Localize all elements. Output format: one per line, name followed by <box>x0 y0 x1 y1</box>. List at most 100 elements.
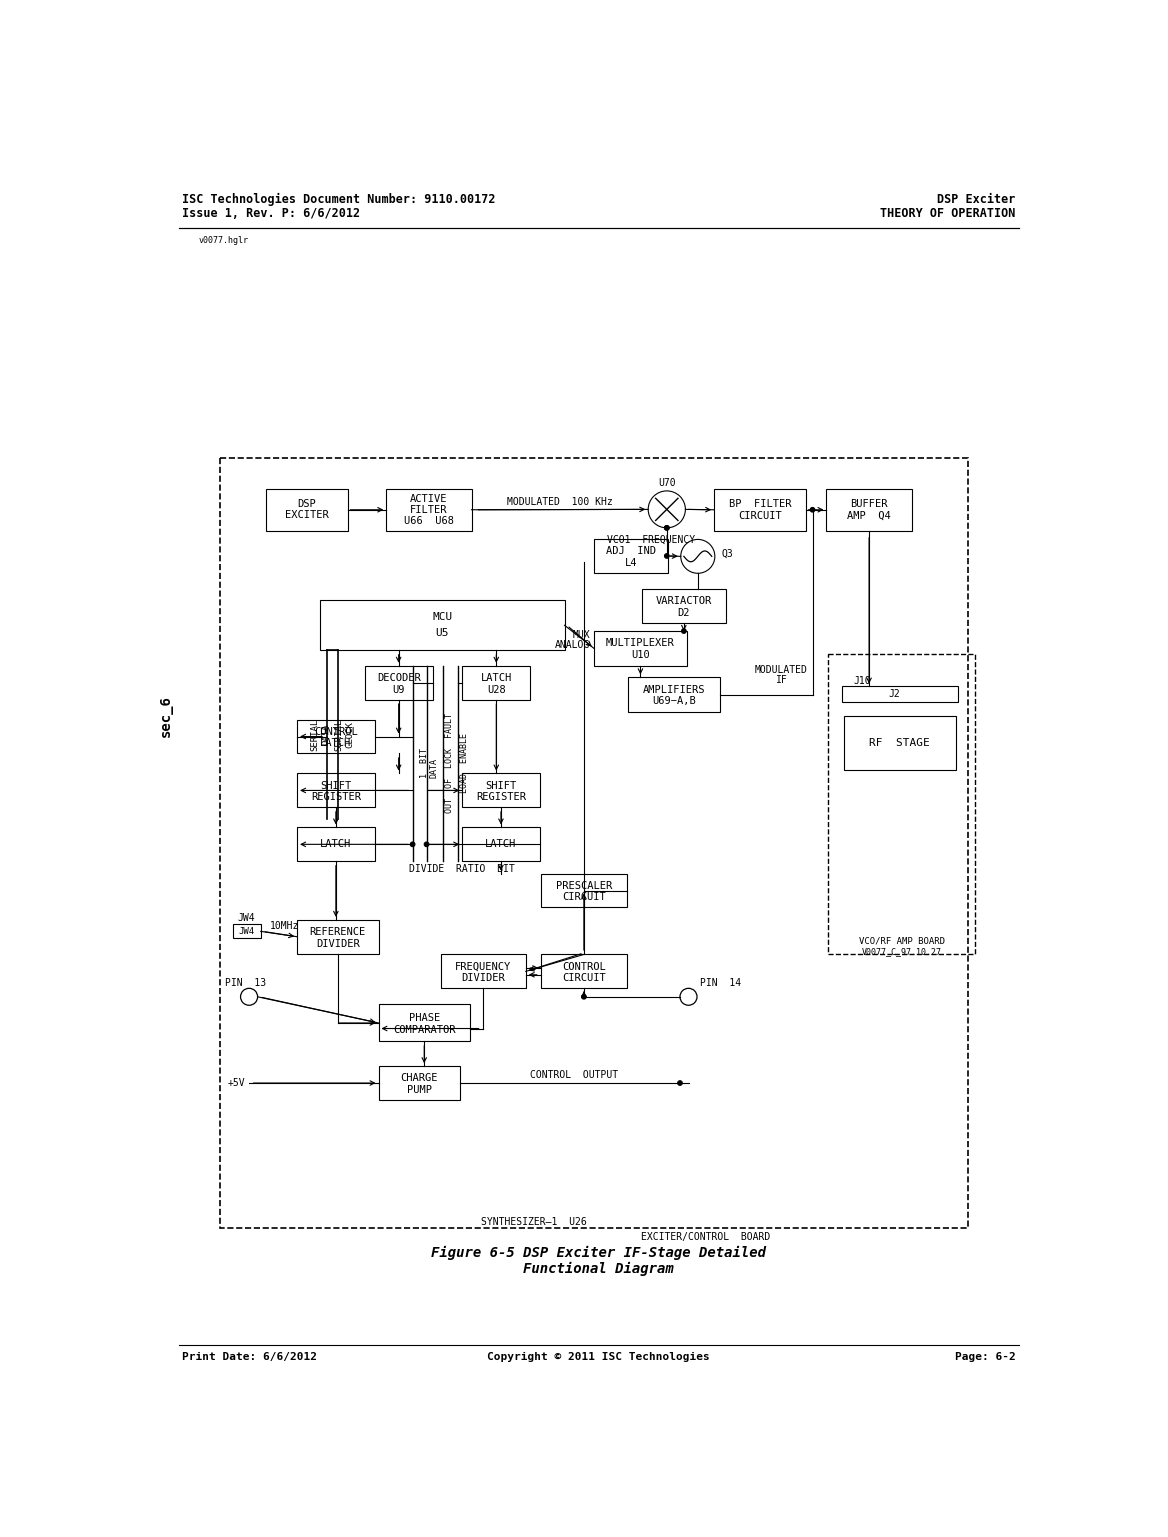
Text: DIVIDE  RATIO  BIT: DIVIDE RATIO BIT <box>409 864 515 875</box>
Text: PIN  14: PIN 14 <box>700 978 742 988</box>
Text: BUFFER: BUFFER <box>850 500 888 509</box>
Text: D2: D2 <box>677 607 690 618</box>
Bar <box>642 589 725 624</box>
Circle shape <box>665 526 669 530</box>
Bar <box>714 489 806 530</box>
Bar <box>266 489 348 530</box>
Text: VCO1  FREQUENCY: VCO1 FREQUENCY <box>607 535 695 544</box>
Text: DIVIDER: DIVIDER <box>315 939 360 948</box>
Bar <box>842 687 958 702</box>
Text: +5V: +5V <box>228 1077 245 1088</box>
Text: CHARGE: CHARGE <box>401 1073 438 1084</box>
Text: Print Date: 6/6/2012: Print Date: 6/6/2012 <box>182 1353 317 1362</box>
Bar <box>320 601 564 650</box>
Circle shape <box>680 988 697 1005</box>
Text: LATCH: LATCH <box>486 839 516 850</box>
Bar <box>541 954 626 988</box>
Circle shape <box>582 994 586 999</box>
Text: REFERENCE: REFERENCE <box>310 927 366 938</box>
Text: BP  FILTER: BP FILTER <box>729 500 791 509</box>
Text: Copyright © 2011 ISC Technologies: Copyright © 2011 ISC Technologies <box>487 1353 710 1362</box>
Text: MUX: MUX <box>572 630 590 639</box>
Text: sec_6: sec_6 <box>159 695 173 736</box>
Text: ADJ  IND: ADJ IND <box>606 546 655 556</box>
Bar <box>843 716 955 770</box>
Text: J2: J2 <box>889 689 901 699</box>
Text: DIVIDER: DIVIDER <box>461 973 505 984</box>
Text: CIRCUIT: CIRCUIT <box>562 893 606 902</box>
Circle shape <box>665 553 669 558</box>
Text: 1  BIT
DATA: 1 BIT DATA <box>419 749 439 778</box>
Text: SYNTHESIZER–1  U26: SYNTHESIZER–1 U26 <box>481 1217 586 1227</box>
Text: U70: U70 <box>658 478 675 489</box>
Text: CONTROL: CONTROL <box>562 962 606 971</box>
Circle shape <box>241 988 258 1005</box>
Text: Figure 6-5 DSP Exciter IF-Stage Detailed: Figure 6-5 DSP Exciter IF-Stage Detailed <box>431 1247 766 1260</box>
Text: VARIACTOR: VARIACTOR <box>655 596 712 606</box>
Text: DSP Exciter: DSP Exciter <box>937 194 1015 206</box>
Circle shape <box>665 526 669 530</box>
Bar <box>595 632 687 666</box>
Text: CIRCUIT: CIRCUIT <box>562 973 606 984</box>
Text: MULTIPLEXER: MULTIPLEXER <box>606 638 675 649</box>
Circle shape <box>681 629 686 633</box>
Text: CIRCUIT: CIRCUIT <box>738 510 781 521</box>
Text: VCO/RF AMP BOARD: VCO/RF AMP BOARD <box>858 936 945 945</box>
Bar <box>463 666 530 699</box>
Text: LATCH: LATCH <box>481 673 512 682</box>
Bar <box>628 678 719 712</box>
Circle shape <box>648 490 686 527</box>
Text: U66  U68: U66 U68 <box>404 516 454 526</box>
Text: FREQUENCY: FREQUENCY <box>456 962 512 971</box>
Bar <box>297 919 378 953</box>
Bar <box>378 1005 470 1042</box>
Text: PIN  13: PIN 13 <box>224 978 266 988</box>
Text: J10: J10 <box>854 676 871 686</box>
Bar <box>463 827 540 861</box>
Text: CONTROL  OUTPUT: CONTROL OUTPUT <box>530 1070 618 1081</box>
Text: MCU: MCU <box>432 612 452 622</box>
Bar <box>440 954 526 988</box>
Circle shape <box>410 842 415 847</box>
Bar <box>828 655 975 954</box>
Text: L4: L4 <box>625 558 637 567</box>
Text: REGISTER: REGISTER <box>311 793 361 802</box>
Text: DECODER: DECODER <box>377 673 420 682</box>
Text: V0077_C_97.10.27: V0077_C_97.10.27 <box>862 947 941 956</box>
Text: AMP  Q4: AMP Q4 <box>847 510 891 521</box>
Text: Issue 1, Rev. P: 6/6/2012: Issue 1, Rev. P: 6/6/2012 <box>182 207 360 220</box>
Text: SHIFT: SHIFT <box>486 781 516 792</box>
Text: U28: U28 <box>487 684 506 695</box>
Circle shape <box>811 507 815 512</box>
Text: U5: U5 <box>436 627 450 638</box>
Text: PUMP: PUMP <box>406 1085 432 1094</box>
Text: Functional Diagram: Functional Diagram <box>523 1262 674 1276</box>
Text: JW4: JW4 <box>238 913 256 924</box>
Text: v0077.hglr: v0077.hglr <box>199 237 249 244</box>
Text: DSP: DSP <box>298 500 317 509</box>
Bar <box>595 538 668 573</box>
Text: EXCITER: EXCITER <box>285 510 328 520</box>
Text: ANALOG: ANALOG <box>555 639 590 650</box>
Circle shape <box>424 842 429 847</box>
Text: LATCH: LATCH <box>320 738 352 749</box>
Text: SHIFT: SHIFT <box>320 781 352 792</box>
Bar <box>364 666 433 699</box>
Text: FILTER: FILTER <box>410 506 447 515</box>
Text: OUT  OF  LOCK  FAULT: OUT OF LOCK FAULT <box>445 713 454 813</box>
Text: 10MHz: 10MHz <box>270 921 299 931</box>
Bar <box>297 773 375 807</box>
Text: Page: 6-2: Page: 6-2 <box>954 1353 1015 1362</box>
Text: U9: U9 <box>392 684 405 695</box>
Text: JW4: JW4 <box>238 927 255 936</box>
Text: MODULATED: MODULATED <box>755 664 808 675</box>
Bar <box>297 719 375 753</box>
Bar <box>827 489 912 530</box>
Text: U10: U10 <box>631 650 649 659</box>
Text: LOAD  ENABLE: LOAD ENABLE <box>460 733 468 793</box>
Text: SERIAL
CLOCK: SERIAL CLOCK <box>335 718 354 750</box>
Text: THEORY OF OPERATION: THEORY OF OPERATION <box>881 207 1015 220</box>
Bar <box>463 773 540 807</box>
Bar <box>378 1067 460 1100</box>
Text: ACTIVE: ACTIVE <box>410 495 447 504</box>
